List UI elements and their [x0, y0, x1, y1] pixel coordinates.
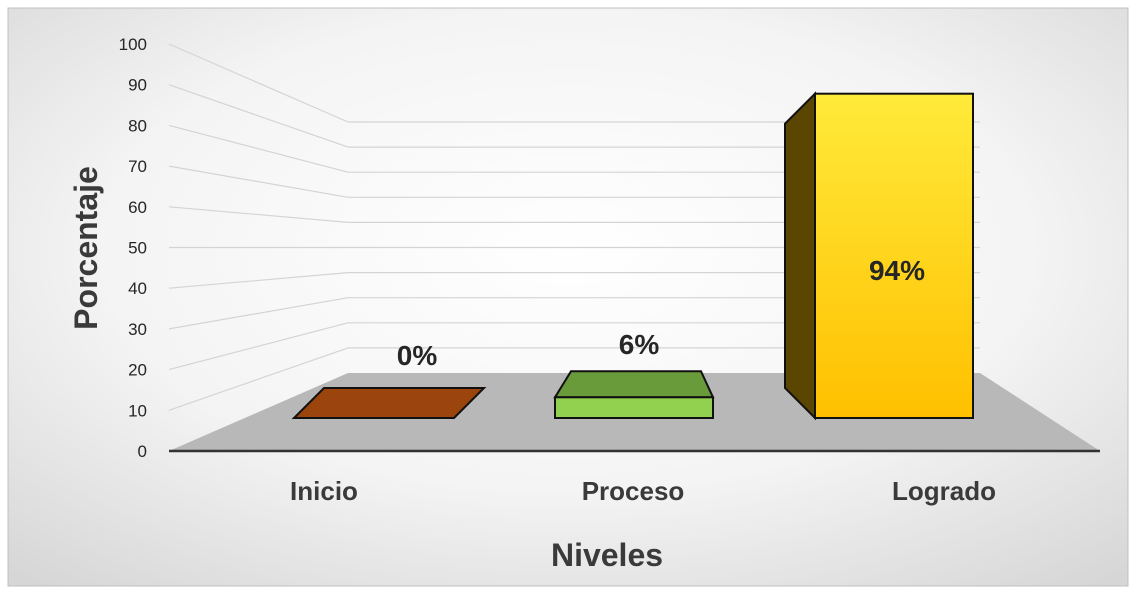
bar-top-face: [553, 370, 715, 399]
y-axis-title: Porcentaje: [68, 166, 104, 330]
data-label: 6%: [619, 329, 660, 360]
y-tick-label: 10: [128, 401, 147, 420]
y-tick-label: 50: [128, 239, 147, 258]
y-tick-label: 100: [119, 35, 147, 54]
data-label: 94%: [869, 255, 925, 286]
gridline-diagonal: [168, 124, 349, 173]
gridline-diagonal: [168, 43, 349, 123]
data-labels: 0% 6% 94%: [397, 255, 925, 371]
y-tick-label: 20: [128, 361, 147, 380]
y-tick-label: 40: [128, 279, 147, 298]
category-label: Proceso: [582, 476, 685, 506]
y-tick-label: 30: [128, 320, 147, 339]
bars: [291, 91, 974, 421]
category-labels: Inicio Proceso Logrado: [290, 476, 996, 506]
gridline-diagonal: [168, 84, 349, 148]
bar-inicio: [291, 387, 487, 419]
bar-top-face: [291, 387, 487, 419]
data-label: 0%: [397, 340, 438, 371]
y-tick-label: 70: [128, 157, 147, 176]
x-axis-title: Niveles: [551, 537, 663, 573]
gridline-diagonal: [168, 322, 349, 371]
bar-proceso: [553, 370, 715, 419]
bar-front-face: [814, 92, 974, 419]
y-tick-label: 80: [128, 116, 147, 135]
gridline-diagonal: [168, 272, 349, 289]
y-tick-labels: 0 10 20 30 40 50 60 70 80 90 100: [119, 35, 147, 461]
bar-front-face: [554, 396, 714, 419]
bar-logrado: [784, 91, 974, 421]
y-tick-label: 0: [138, 442, 147, 461]
category-label: Logrado: [892, 476, 996, 506]
category-label: Inicio: [290, 476, 358, 506]
gridline-diagonal: [168, 347, 349, 411]
bar-side-face: [784, 91, 816, 421]
y-tick-label: 60: [128, 198, 147, 217]
gridline-diagonal: [168, 206, 349, 223]
gridline-diagonal: [168, 165, 349, 198]
gridline-diagonal: [168, 297, 349, 330]
y-tick-label: 90: [128, 76, 147, 95]
